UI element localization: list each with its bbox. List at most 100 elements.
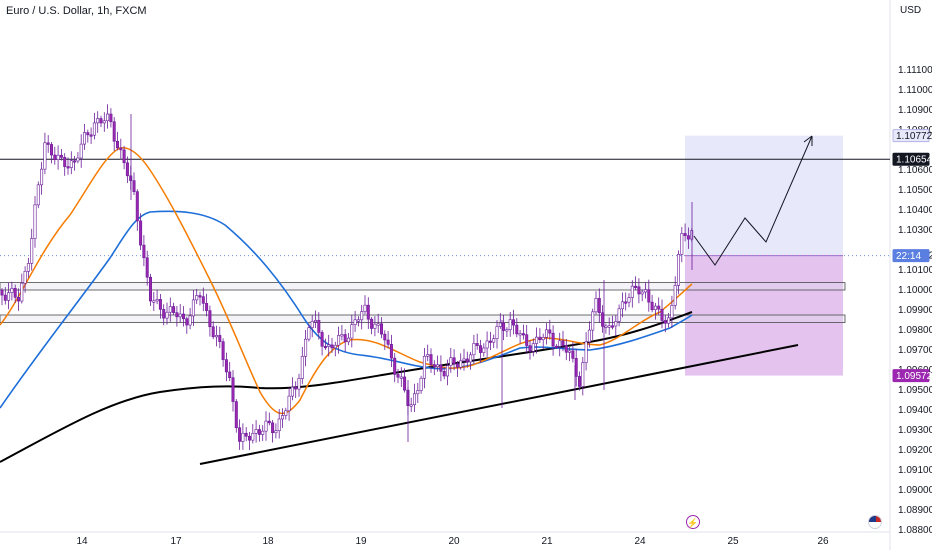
x-tick-label: 24 <box>634 536 646 547</box>
price-tag-stop <box>892 369 930 383</box>
candle-up <box>462 358 466 362</box>
candle-down <box>432 364 436 368</box>
candle-down <box>3 294 7 301</box>
candle-up <box>419 377 423 391</box>
candle-up <box>69 160 73 168</box>
candle-up <box>178 313 182 318</box>
candle-down <box>185 318 189 326</box>
candle-down <box>172 306 176 313</box>
candle-up <box>76 157 80 162</box>
candle-down <box>208 310 212 328</box>
candle-up <box>327 344 331 347</box>
projection-path <box>693 135 813 266</box>
y-tick-label: 1.10500 <box>898 185 932 196</box>
candle-up <box>43 142 47 170</box>
candle-down <box>561 340 565 346</box>
candle-up <box>30 238 34 264</box>
candle-up <box>102 120 106 124</box>
price-tag-target <box>892 129 930 143</box>
y-tick-label: 1.09700 <box>898 345 932 356</box>
y-tick-label: 1.10400 <box>898 205 932 216</box>
candle-down <box>475 343 479 346</box>
candle-down <box>228 371 232 379</box>
candle-down <box>571 350 575 359</box>
candle-down <box>663 320 667 324</box>
candle-up <box>83 132 87 145</box>
y-tick-label: 1.09400 <box>898 405 932 416</box>
candle-up <box>508 319 512 330</box>
candle-down <box>142 244 146 259</box>
candle-down <box>597 298 601 314</box>
candle-up <box>445 365 449 377</box>
candle-down <box>478 345 482 353</box>
candle-up <box>168 306 172 313</box>
candle-up <box>673 285 677 306</box>
lightning-icon[interactable]: ⚡ <box>686 515 700 529</box>
candle-up <box>356 319 360 322</box>
candle-down <box>389 344 393 359</box>
candle-down <box>294 386 298 390</box>
candle-down <box>647 289 651 303</box>
candle-up <box>195 295 199 301</box>
candle-up <box>165 311 169 319</box>
candle-up <box>670 305 674 319</box>
sr-zone <box>0 282 846 291</box>
candle-down <box>538 336 542 341</box>
candle-down <box>330 344 334 349</box>
candle-up <box>96 118 100 124</box>
candle-up <box>264 420 268 432</box>
y-tick-label: 1.08900 <box>898 505 932 516</box>
candle-up <box>274 430 278 434</box>
candle-up <box>492 338 496 343</box>
candle-down <box>366 304 370 320</box>
candle-down <box>396 374 400 378</box>
candle-down <box>59 154 63 158</box>
candle-up <box>350 324 354 339</box>
candle-up <box>26 263 30 272</box>
candle-up <box>155 299 159 302</box>
candle-up <box>485 340 489 349</box>
candle-up <box>620 301 624 310</box>
y-tick-label: 1.09000 <box>898 485 932 496</box>
candle-down <box>511 319 515 326</box>
candle-down <box>577 376 581 387</box>
candle-down <box>548 329 552 334</box>
candle-up <box>337 335 341 346</box>
candle-up <box>680 233 684 255</box>
candle-down <box>686 235 690 240</box>
y-tick-label: 1.09800 <box>898 325 932 336</box>
x-tick-label: 18 <box>262 536 274 547</box>
price-tag-label: 1.10772 <box>896 131 932 142</box>
candles-group <box>0 104 694 451</box>
candle-down <box>211 326 215 338</box>
candle-down <box>465 358 469 363</box>
price-tag-dark <box>892 152 930 166</box>
candle-up <box>581 362 585 387</box>
candle-down <box>182 313 186 320</box>
x-tick-label: 14 <box>76 536 88 547</box>
candle-down <box>271 422 275 434</box>
candle-up <box>363 304 367 312</box>
candle-down <box>637 286 641 295</box>
currency-label: USD <box>900 5 921 16</box>
candle-down <box>63 157 67 167</box>
candle-down <box>139 220 143 246</box>
target-zone <box>685 135 843 256</box>
price-tag-label: 1.10654 <box>896 155 932 166</box>
candle-up <box>614 321 618 327</box>
candle-down <box>257 429 261 435</box>
candle-down <box>379 323 383 335</box>
candle-up <box>376 323 380 326</box>
candle-up <box>20 282 24 302</box>
candle-up <box>40 168 44 186</box>
y-tick-label: 1.09900 <box>898 305 932 316</box>
us-flag-icon[interactable] <box>868 515 882 529</box>
candle-up <box>653 305 657 311</box>
candle-down <box>46 142 50 145</box>
candle-up <box>300 356 304 379</box>
candle-up <box>310 321 314 328</box>
ema-long-line <box>0 311 693 463</box>
candle-up <box>498 322 502 327</box>
x-tick-label: 20 <box>448 536 460 547</box>
